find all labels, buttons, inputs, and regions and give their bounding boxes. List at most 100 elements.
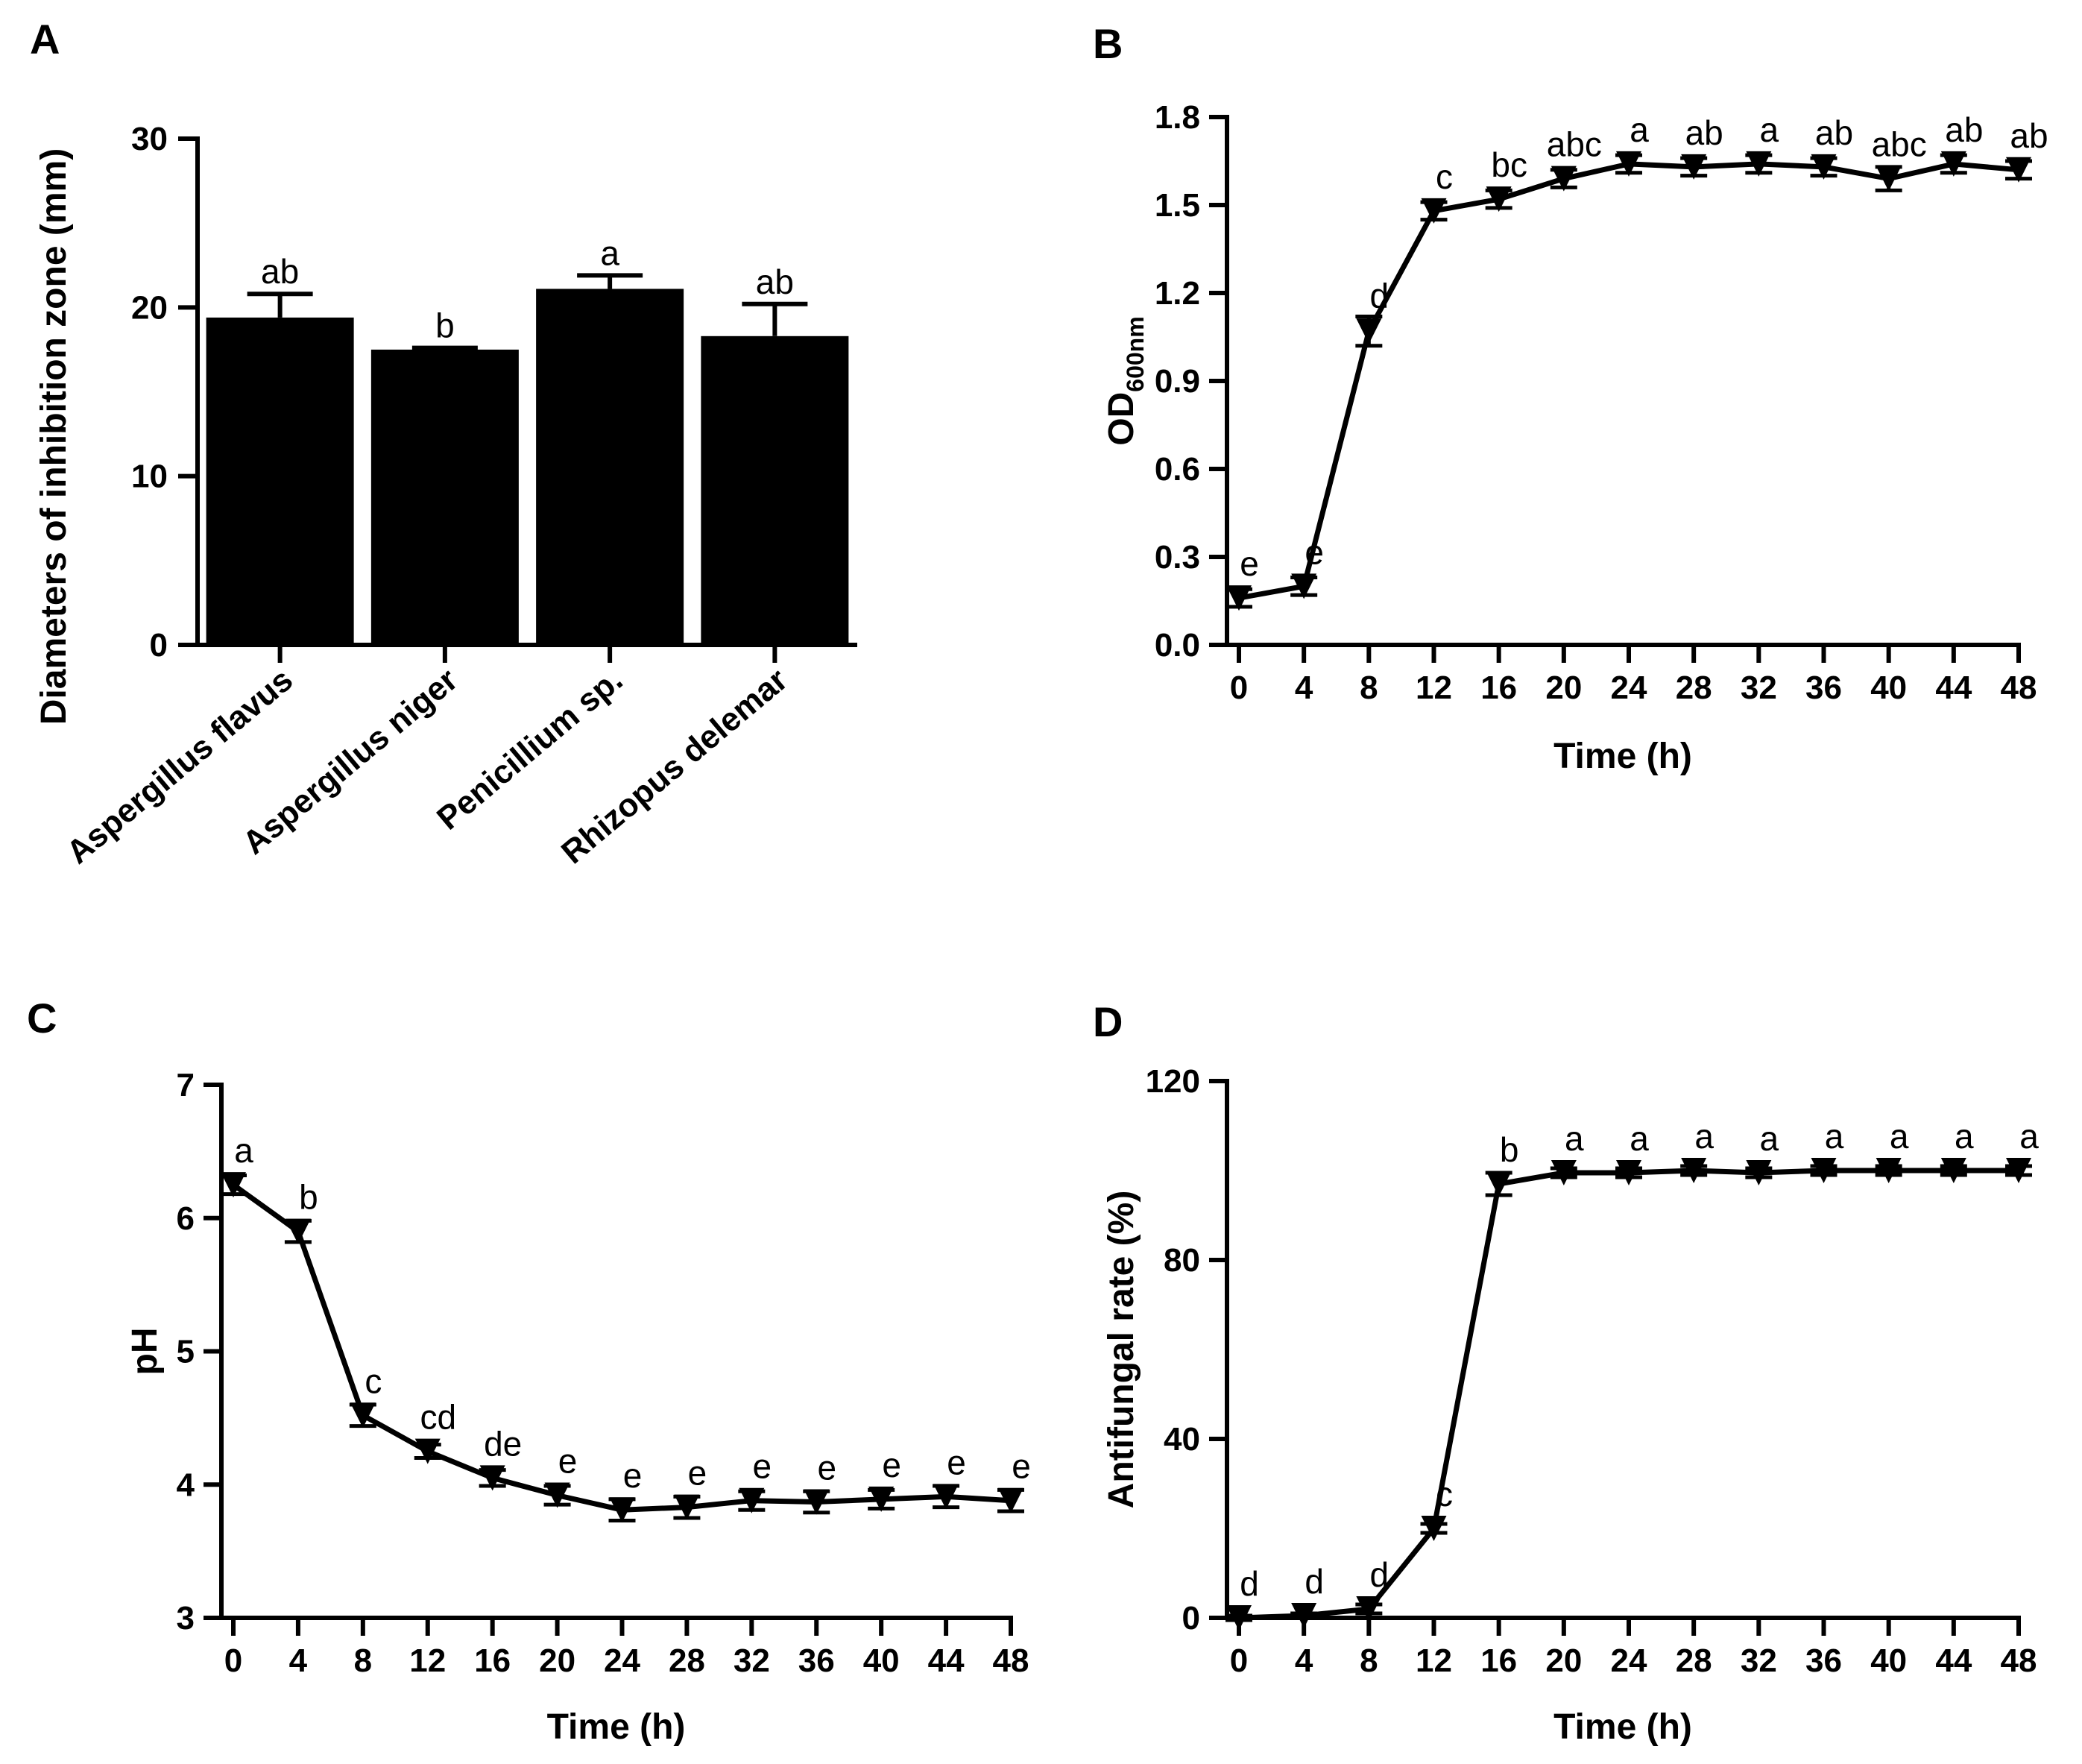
panel-c-x-tick-label: 28 xyxy=(669,1642,705,1679)
panel-d-y-tick-label: 120 xyxy=(1146,1063,1200,1100)
panel-c-data-point xyxy=(998,1487,1023,1513)
panel-c-data-point xyxy=(674,1494,700,1520)
panel-c-data-point xyxy=(350,1402,376,1428)
panel-d-y-axis-title: Antifungal rate (%) xyxy=(1102,1191,1141,1509)
panel-b-y-tick-label: 1.8 xyxy=(1155,99,1200,136)
panel-c-data-point xyxy=(609,1497,635,1523)
panel-c-y-tick-label: 7 xyxy=(177,1067,195,1103)
panel-b-y-tick-label: 0.0 xyxy=(1155,627,1200,664)
panel-c-significance-letter: b xyxy=(299,1178,318,1217)
panel-d-significance-letter: c xyxy=(1436,1475,1453,1513)
panel-c-x-tick-label: 8 xyxy=(354,1642,372,1679)
panel-d-x-tick-label: 12 xyxy=(1416,1642,1452,1679)
panel-b-x-tick-label: 12 xyxy=(1416,670,1452,706)
panel-b-y-axis-title: OD600nm xyxy=(1102,316,1149,445)
panel-d-significance-letter: d xyxy=(1240,1564,1259,1603)
panel-c-significance-letter: e xyxy=(947,1443,966,1481)
panel-d-x-tick-label: 40 xyxy=(1870,1642,1907,1679)
panel-b-data-point xyxy=(1551,166,1577,192)
panel-d-x-tick-label: 24 xyxy=(1611,1642,1647,1679)
panel-c-x-tick-label: 4 xyxy=(289,1642,308,1679)
panel-d-data-point xyxy=(1356,1596,1382,1622)
panel-d-significance-letter: a xyxy=(1955,1117,1974,1156)
panel-c-data-point xyxy=(739,1487,765,1513)
panel-c-label: C xyxy=(27,995,57,1042)
panel-b-data-point xyxy=(1940,151,1966,177)
panel-b-x-tick-label: 48 xyxy=(2001,670,2037,706)
panel-a-y-tick-label: 30 xyxy=(131,121,168,157)
panel-d-data-point xyxy=(1291,1603,1317,1628)
panel-c-significance-letter: e xyxy=(882,1446,901,1484)
panel-c-significance-letter: c xyxy=(365,1361,382,1400)
panel-d-y-tick-label: 80 xyxy=(1164,1242,1200,1279)
panel-c-significance-letter: e xyxy=(558,1442,578,1481)
panel-b-data-point xyxy=(1876,166,1902,192)
panel-d-data-point xyxy=(1421,1516,1447,1541)
panel-d-significance-letter: a xyxy=(1825,1117,1844,1156)
panel-d-significance-letter: d xyxy=(1370,1555,1389,1594)
panel-d-data-point xyxy=(1616,1160,1641,1185)
panel-c-significance-letter: e xyxy=(623,1456,643,1495)
panel-d-data-point xyxy=(1551,1160,1577,1185)
panel-b-y-axis-title-main: OD xyxy=(1102,392,1141,446)
panel-b-data-point xyxy=(1486,186,1512,212)
panel-c-significance-letter: e xyxy=(1012,1447,1031,1486)
panel-d-significance-letter: b xyxy=(1500,1130,1519,1169)
panel-b-x-tick-label: 36 xyxy=(1805,670,1842,706)
panel-a-significance-letter: ab xyxy=(756,262,794,301)
panel-d-data-point xyxy=(1226,1605,1252,1631)
panel-b-y-tick-label: 0.6 xyxy=(1155,451,1200,488)
panel-b-x-axis-title: Time (h) xyxy=(1553,737,1692,776)
panel-b-significance-letter: e xyxy=(1305,532,1324,571)
panel-b-label: B xyxy=(1093,20,1123,67)
panel-d-x-tick-label: 4 xyxy=(1295,1642,1313,1679)
panel-b-data-point xyxy=(1746,151,1772,177)
panel-d-x-tick-label: 20 xyxy=(1545,1642,1582,1679)
panel-a-significance-letter: ab xyxy=(261,252,299,291)
panel-c-data-point xyxy=(804,1489,830,1515)
panel-b-x-tick-label: 32 xyxy=(1741,670,1777,706)
panel-c-y-tick-label: 5 xyxy=(177,1334,195,1370)
panel-b-x-tick-label: 0 xyxy=(1230,670,1248,706)
panel-b-x-tick-label: 16 xyxy=(1480,670,1517,706)
panel-b-data-point xyxy=(1421,198,1447,224)
panel-d-significance-letter: a xyxy=(1890,1117,1909,1156)
panel-d-significance-letter: a xyxy=(2019,1117,2039,1156)
panel-c-x-tick-label: 40 xyxy=(863,1642,900,1679)
panel-a-significance-letter: b xyxy=(435,306,455,345)
panel-c-data-point xyxy=(479,1465,505,1491)
panel-d-data-point xyxy=(1486,1171,1512,1197)
panel-c-data-point xyxy=(285,1218,311,1244)
panel-c-x-tick-label: 44 xyxy=(928,1642,965,1679)
panel-b-y-axis-title-subscript: 600nm xyxy=(1122,316,1149,391)
panel-c-x-tick-label: 24 xyxy=(604,1642,640,1679)
panel-d-y-tick-label: 0 xyxy=(1182,1600,1200,1637)
panel-c-significance-letter: e xyxy=(688,1454,707,1493)
panel-a-significance-letter: a xyxy=(600,233,619,272)
panel-c-x-tick-label: 12 xyxy=(409,1642,446,1679)
panel-d-significance-letter: d xyxy=(1305,1562,1324,1601)
panel-b-significance-letter: c xyxy=(1436,157,1453,196)
panel-c-significance-letter: de xyxy=(484,1424,522,1463)
panel-b-significance-letter: a xyxy=(1630,110,1649,149)
panel-c-data-point xyxy=(933,1484,959,1510)
panel-b-data-point xyxy=(1226,585,1252,611)
panel-b-significance-letter: bc xyxy=(1491,145,1527,184)
panel-b-y-tick-label: 0.3 xyxy=(1155,539,1200,576)
panel-c-x-axis-title: Time (h) xyxy=(547,1707,686,1747)
panel-c-significance-letter: e xyxy=(753,1447,772,1486)
panel-c-data-point xyxy=(414,1438,441,1464)
panel-b-y-tick-label: 1.2 xyxy=(1155,275,1200,312)
panel-a-y-tick-label: 10 xyxy=(131,459,168,495)
panel-b-significance-letter: abc xyxy=(1547,125,1602,164)
panel-c-x-tick-label: 36 xyxy=(798,1642,835,1679)
panel-c-data-point xyxy=(868,1486,895,1512)
panel-d-x-tick-label: 48 xyxy=(2001,1642,2037,1679)
panel-b-significance-letter: ab xyxy=(1945,110,1983,149)
panel-b-significance-letter: e xyxy=(1240,544,1259,583)
panel-d-x-tick-label: 36 xyxy=(1805,1642,1842,1679)
panel-b-x-tick-label: 4 xyxy=(1295,670,1313,706)
panel-d-x-tick-label: 0 xyxy=(1230,1642,1248,1679)
